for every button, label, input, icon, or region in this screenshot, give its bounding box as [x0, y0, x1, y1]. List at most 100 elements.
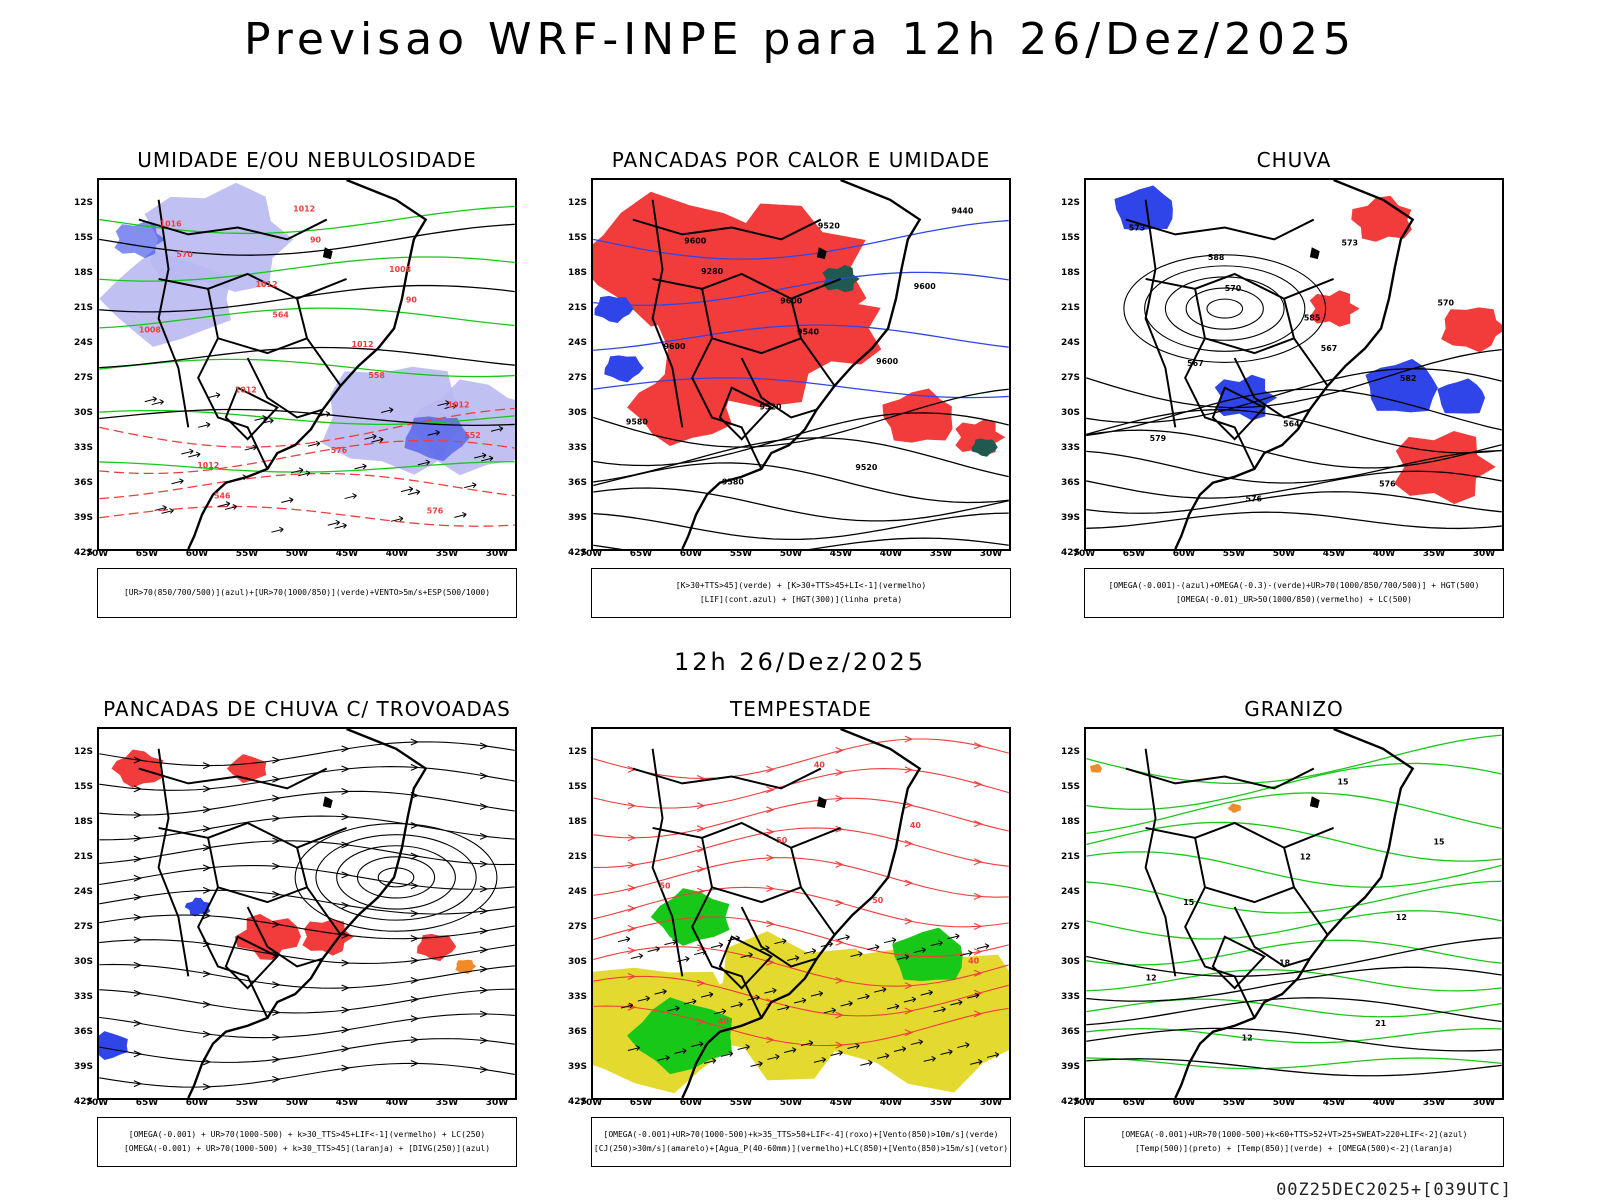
streamline-arrow — [627, 802, 637, 810]
contour-label: 9580 — [626, 417, 649, 426]
streamline-arrow — [766, 920, 775, 928]
longitude-label: 55W — [235, 549, 259, 559]
streamline-arrow — [766, 854, 775, 862]
streamline — [99, 864, 515, 890]
wind-vector — [161, 507, 174, 514]
wind-vector — [454, 511, 467, 518]
pressure-contour — [99, 223, 515, 256]
wind-green — [892, 927, 963, 982]
contour-label: 1012 — [352, 340, 374, 349]
streamline-arrow — [479, 986, 489, 994]
contour-label: 12 — [1146, 973, 1157, 982]
streamline-arrow — [835, 769, 844, 776]
latitude-label: 18S — [73, 268, 93, 278]
longitude-label: 40W — [879, 549, 903, 559]
state-border — [701, 837, 802, 904]
wind-vector — [784, 1047, 797, 1053]
wind-vector — [823, 1007, 836, 1014]
contour-label: 21 — [1375, 1019, 1386, 1028]
row-label: 12h 26/Dez/2025 — [673, 648, 926, 676]
storm-red — [417, 933, 457, 962]
hgt500-contour — [1086, 388, 1502, 437]
latitude-label: 30S — [567, 957, 587, 967]
wind-vector — [667, 1005, 680, 1012]
latitude-label: 33S — [1060, 992, 1080, 1002]
wind-vector — [933, 1006, 946, 1013]
longitude-label: 55W — [729, 549, 753, 559]
latitude-label: 36S — [1060, 1027, 1080, 1037]
streamline-arrow — [835, 825, 844, 833]
streamline — [99, 790, 515, 816]
longitude-label: 40W — [385, 1098, 409, 1108]
longitude-label: 35W — [1422, 1098, 1446, 1108]
legend-line: [OMEGA(-0.001)-(azul)+OMEGA(-0.3)-(verde… — [1108, 581, 1480, 590]
longitude-label: 65W — [135, 1098, 159, 1108]
longitude-label: 30W — [1472, 549, 1496, 559]
contour-label: 1012 — [447, 401, 469, 410]
wind-vector — [886, 1003, 900, 1010]
streamline-arrow — [627, 861, 637, 869]
streamline-arrow — [766, 806, 775, 814]
streamline-arrow — [696, 887, 706, 895]
wind-green — [626, 997, 733, 1075]
omega-orange — [1227, 803, 1241, 813]
streamline-arrow — [272, 920, 281, 928]
longitude-label: 30W — [979, 1098, 1003, 1108]
humidity-low-contour — [99, 409, 515, 425]
wind-vector — [637, 995, 650, 1002]
panel-title: PANCADAS DE CHUVA C/ TROVOADAS — [103, 697, 511, 721]
contour-label: 15 — [1183, 898, 1194, 907]
streamline-arrow — [410, 1036, 420, 1044]
contour-label: 50 — [776, 836, 788, 845]
streamline-arrow — [904, 982, 914, 990]
wind-vector — [787, 955, 800, 961]
wind-vector — [720, 1051, 734, 1057]
streamline-arrow — [696, 865, 706, 873]
streamline-arrow — [479, 832, 489, 840]
wind-vector — [947, 933, 960, 940]
streamline-arrow — [627, 904, 637, 912]
streamline-arrow — [133, 834, 143, 842]
state-border — [1125, 767, 1315, 790]
lake-marker — [1309, 796, 1320, 809]
temp850-contour — [1086, 851, 1502, 888]
panel-legend: [OMEGA(-0.001)+UR>70(1000-500)+k<60+TTS>… — [1084, 1117, 1504, 1167]
streamline-arrow — [410, 995, 420, 1003]
streamline-arrow — [272, 756, 281, 764]
instability-blue — [594, 295, 634, 323]
rain-blue — [1365, 358, 1438, 413]
longitude-label: 55W — [235, 1098, 259, 1108]
lake-marker — [1309, 247, 1320, 260]
instability-red — [593, 191, 760, 327]
instability-red — [753, 281, 882, 376]
lc850-contour — [593, 738, 1009, 780]
instability-blue — [604, 355, 644, 383]
wind-vector — [390, 515, 404, 522]
state-border — [718, 386, 773, 441]
contour-label: 40 — [968, 956, 980, 965]
latitude-label: 42S — [567, 1097, 587, 1107]
state-border — [651, 748, 684, 977]
lc850-contour — [593, 827, 1009, 868]
latitude-label: 36S — [73, 1027, 93, 1037]
state-border — [1184, 337, 1256, 470]
wind-vector — [857, 993, 870, 1000]
streamline-arrow — [766, 828, 775, 836]
latitude-label: 24S — [567, 338, 587, 348]
storm-red — [111, 749, 164, 788]
streamline-arrow — [627, 925, 637, 932]
latitude-label: 24S — [567, 887, 587, 897]
hgt300-contour — [593, 437, 1009, 483]
lif-contour — [593, 219, 1009, 260]
wind-vector — [334, 522, 347, 529]
state-border — [1283, 847, 1329, 936]
temp500-contour — [1086, 1058, 1502, 1077]
wind-vector — [777, 1004, 790, 1011]
streamline-arrow — [973, 922, 983, 930]
latitude-label: 36S — [1060, 478, 1080, 488]
streamline-arrow — [696, 944, 706, 952]
latitude-label: 21S — [1060, 852, 1080, 862]
longitude-label: 40W — [385, 549, 409, 559]
contour-label: 1012 — [197, 461, 219, 470]
state-border — [296, 298, 342, 387]
